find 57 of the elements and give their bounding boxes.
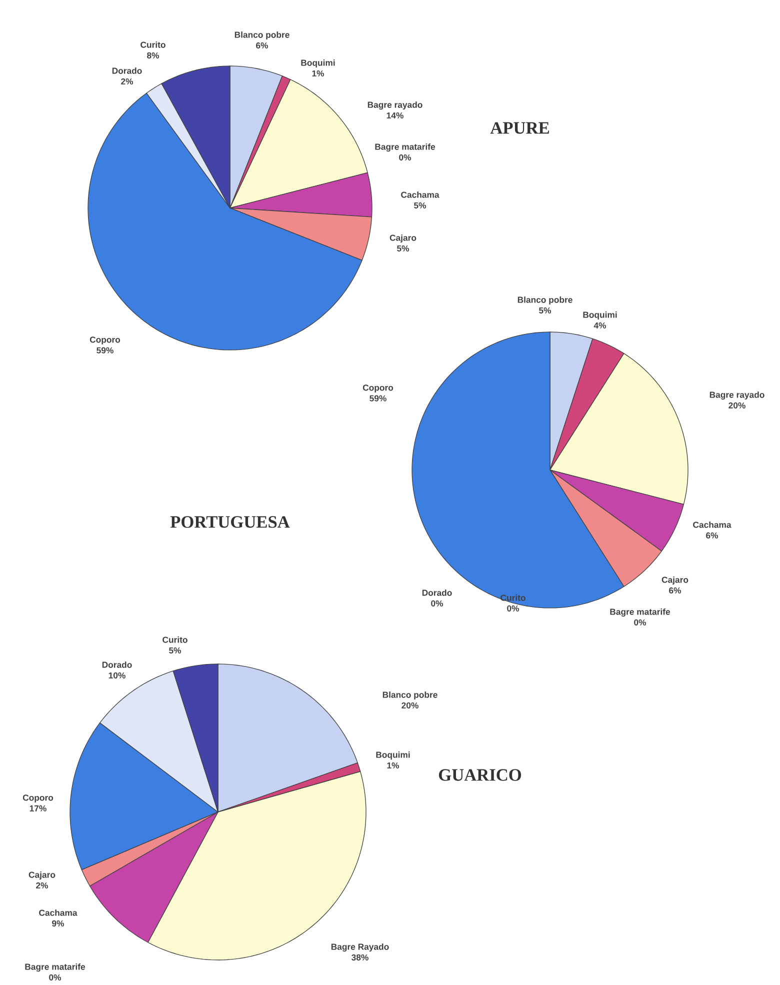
data-label: 6% <box>669 587 682 594</box>
data-label: 17% <box>30 805 46 812</box>
slice-label: Boquimi <box>376 751 410 760</box>
data-label: 1% <box>312 70 324 76</box>
category-label: Bagre matarife <box>25 963 86 972</box>
data-label: 1% <box>387 762 400 768</box>
data-label: 4% <box>594 322 606 328</box>
text: 0% <box>399 154 412 160</box>
text: 0% <box>49 974 62 981</box>
text: APURE <box>490 122 549 134</box>
slice-label: Cachama <box>693 521 732 528</box>
data-label: 10% <box>108 672 126 679</box>
slice-label: Bagre rayado <box>710 391 764 400</box>
data-label: 5% <box>397 245 410 252</box>
data-label: 59% <box>370 395 386 402</box>
category-label: Curito <box>500 594 526 601</box>
slice-label: Blanco pobre <box>382 691 438 700</box>
data-label: 5% <box>539 307 552 314</box>
text: PORTUGUESA <box>170 516 290 528</box>
data-label: 8% <box>147 52 160 58</box>
slice-label: Blanco pobre <box>234 31 290 40</box>
text: 0% <box>634 619 646 626</box>
text: 0% <box>507 605 520 612</box>
text: 0% <box>431 600 444 607</box>
data-label: 6% <box>256 42 268 48</box>
data-label: 59% <box>96 347 114 354</box>
data-label: 20% <box>728 402 746 409</box>
data-label: 38% <box>352 954 368 961</box>
slice-label: Curito <box>140 41 166 48</box>
slice-label: Coporo <box>362 384 394 392</box>
slice-label: Bagre Rayado <box>331 943 389 952</box>
category-label: Dorado <box>422 589 452 596</box>
slice-label: Cajaro <box>28 871 56 880</box>
category-label: Bagre matarife <box>610 608 670 617</box>
slice-label: Boquimi <box>583 311 617 320</box>
slice-label: Coporo <box>90 336 120 344</box>
category-label: Bagre matarife <box>375 143 436 152</box>
slice-label: Cajaro <box>662 576 688 585</box>
data-label: 2% <box>121 78 134 84</box>
data-label: 2% <box>36 882 48 888</box>
text: GUARICO <box>438 769 522 781</box>
slice-label: Curito <box>162 636 188 643</box>
slice-label: Cachama <box>39 909 78 916</box>
slice-label: Boquimi <box>301 59 335 68</box>
slice-label: Cajaro <box>390 234 416 243</box>
slice-label: Coporo <box>22 794 54 802</box>
slice-label: Bagre rayado <box>368 101 422 110</box>
slice-label: Dorado <box>102 661 132 668</box>
slice-label: Cachama <box>401 191 440 198</box>
slice-label: Dorado <box>112 67 142 74</box>
data-label: 20% <box>402 702 418 709</box>
data-label: 5% <box>414 202 426 208</box>
data-label: 9% <box>52 920 64 927</box>
data-label: 6% <box>706 532 718 539</box>
data-label: 5% <box>169 647 182 654</box>
data-label: 14% <box>386 112 404 118</box>
slice-label: Blanco pobre <box>518 296 572 305</box>
